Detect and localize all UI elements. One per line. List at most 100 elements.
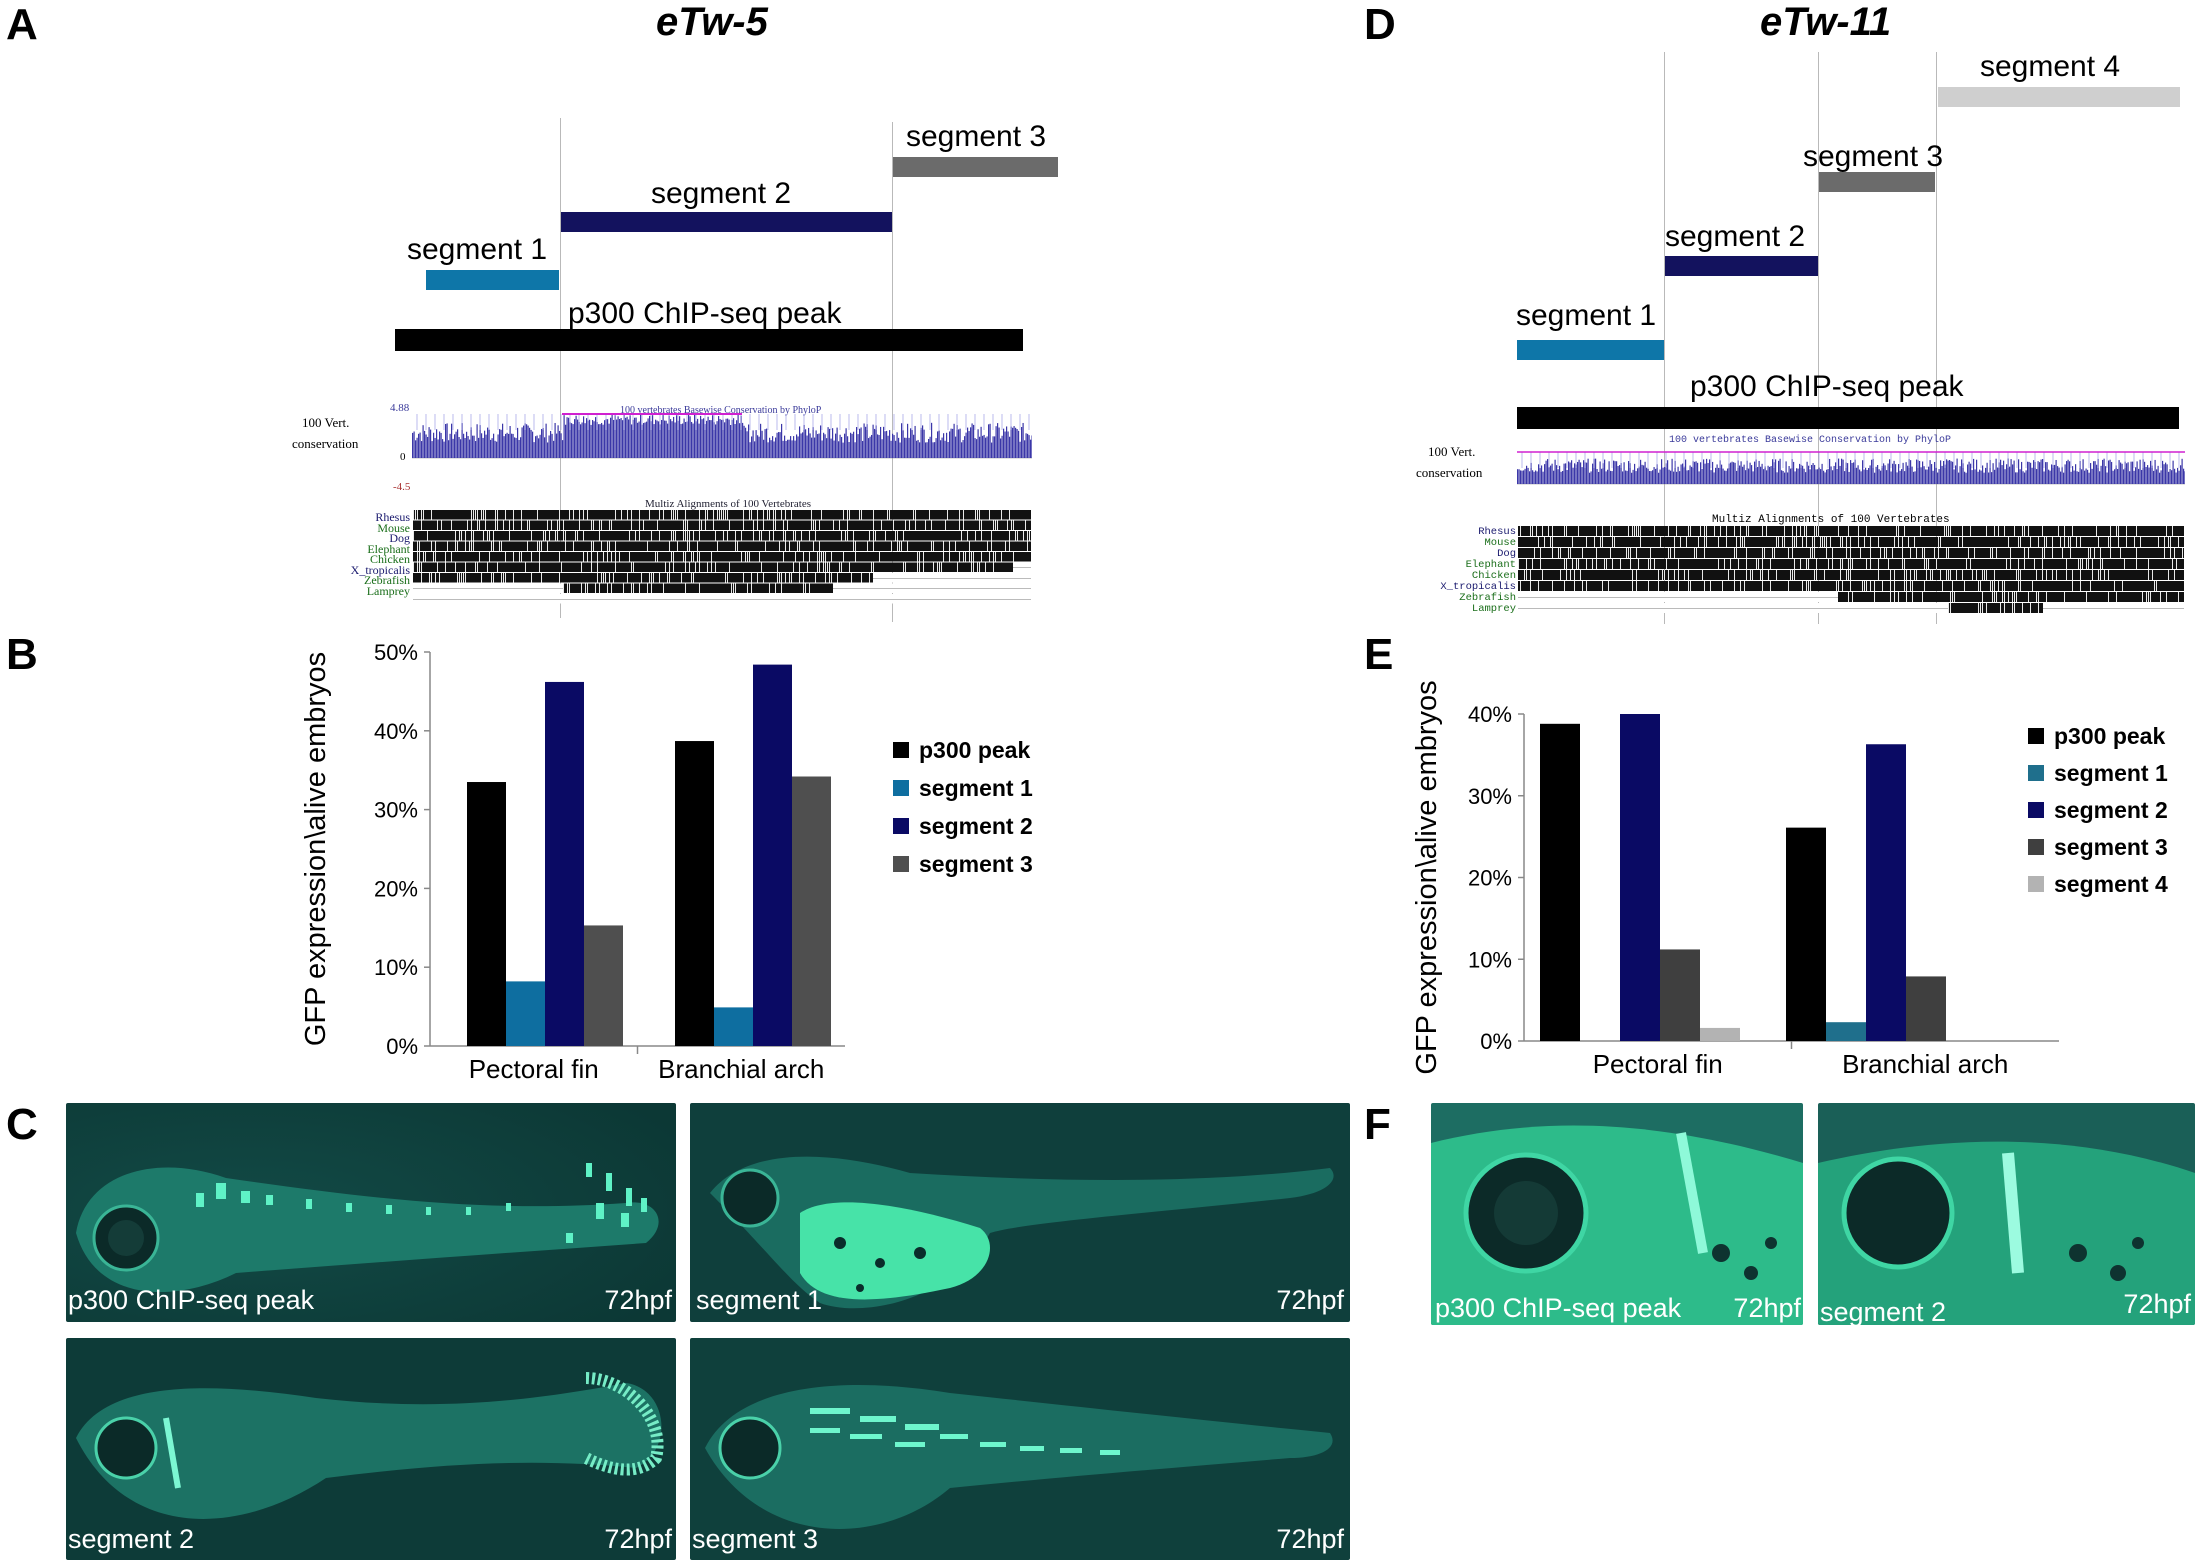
x-tick-label: Pectoral fin [469, 1054, 599, 1084]
y-tick-label: 40% [1468, 702, 1512, 727]
species-label: Zebrafish [364, 573, 410, 587]
bar-p300-peak-0 [467, 782, 506, 1046]
legend-label: segment 2 [2054, 797, 2168, 823]
multiz-alignment [413, 510, 1031, 604]
panel-letter-a: A [6, 0, 38, 49]
legend-label: segment 1 [2054, 760, 2168, 786]
legend-swatch [893, 856, 909, 872]
segment-4-bar [1938, 87, 2180, 107]
bar-segment-3-0 [1660, 949, 1700, 1041]
image-stage: 72hpf [1733, 1293, 1801, 1323]
x-tick-label: Pectoral fin [1593, 1049, 1723, 1079]
bar-segment-2-0 [545, 681, 584, 1046]
bar-segment-1-1 [714, 1007, 753, 1046]
embryo-image: segment 3 72hpf [690, 1338, 1350, 1560]
embryo-image: segment 2 72hpf [1818, 1103, 2195, 1325]
legend-label: segment 2 [919, 813, 1033, 839]
legend-swatch [2028, 728, 2044, 744]
legend-swatch [893, 818, 909, 834]
bar-segment-1-0 [506, 981, 545, 1046]
bar-p300-peak-1 [675, 741, 714, 1046]
segment-3-label: segment 3 [1803, 140, 1944, 173]
y-tick-label: 20% [1468, 866, 1512, 891]
embryo-fluorescence [66, 1103, 676, 1322]
track-label: 100 Vert. [1428, 444, 1476, 459]
y-tick-label: 10% [1468, 947, 1512, 972]
multiz-alignment [1518, 526, 2184, 613]
legend-label: segment 4 [2054, 871, 2168, 897]
boundary-line [1818, 52, 1819, 624]
peak-bar [395, 329, 1023, 351]
image-stage: 72hpf [1276, 1285, 1344, 1315]
legend-label: p300 peak [2054, 723, 2165, 749]
image-stage: 72hpf [604, 1285, 672, 1315]
left-title: eTw-5 [656, 0, 768, 44]
panel-letter-e: E [1364, 630, 1394, 679]
y-tick-label: 30% [374, 798, 418, 823]
embryo-fluorescence [66, 1338, 676, 1560]
peak-label: p300 ChIP-seq peak [568, 297, 842, 330]
species-label: Rhesus [1478, 526, 1516, 538]
bar-segment-1-1 [1826, 1022, 1866, 1041]
x-tick-label: Branchial arch [658, 1054, 824, 1084]
bar-chart-b: 0% 10% 20% 30% 40% 50% Pectoral fin Branchial a… [300, 640, 1033, 1084]
species-label: Mouse [377, 520, 410, 535]
segment-2-bar [561, 212, 892, 232]
multiz-title: Multiz Alignments of 100 Vertebrates [645, 498, 811, 510]
image-label: p300 ChIP-seq peak [68, 1285, 315, 1315]
image-stage: 72hpf [2123, 1289, 2191, 1319]
embryo-image: segment 1 72hpf [690, 1103, 1350, 1322]
bar-segment-3-1 [792, 776, 831, 1046]
y-axis-label: GFP expression\alive embryos [300, 652, 332, 1046]
scale-zero: 0 [400, 451, 406, 463]
scale-top: 4.88 [390, 402, 410, 414]
bar-p300-peak-0 [1540, 723, 1580, 1041]
bar-segment-2-0 [1620, 714, 1660, 1041]
x-tick-label: Branchial arch [1842, 1049, 2008, 1079]
y-tick-label: 0% [1480, 1029, 1512, 1054]
embryo-image: p300 ChIP-seq peak 72hpf [66, 1103, 676, 1322]
image-label: segment 2 [68, 1524, 195, 1554]
image-label: p300 ChIP-seq peak [1435, 1293, 1682, 1323]
embryo-fluorescence [1818, 1103, 2195, 1325]
embryo-image: p300 ChIP-seq peak 72hpf [1431, 1103, 1803, 1325]
species-label: Chicken [1471, 570, 1516, 582]
bar-segment-2-1 [1866, 744, 1906, 1041]
panel-letter-f: F [1364, 1100, 1391, 1149]
y-tick-label: 20% [374, 876, 418, 901]
track-label: conservation [292, 436, 359, 451]
species-label: X_tropicalis [350, 562, 410, 577]
panel-letter-b: B [6, 630, 38, 679]
image-stage: 72hpf [1276, 1524, 1344, 1554]
segment-1-label: segment 1 [407, 233, 548, 266]
legend-swatch [2028, 765, 2044, 781]
species-label: Lamprey [366, 583, 410, 598]
track-label: 100 Vert. [302, 415, 350, 430]
segment-3-bar [893, 157, 1058, 177]
bar-segment-4-0 [1700, 1027, 1740, 1041]
y-tick-label: 50% [374, 640, 418, 665]
peak-bar [1517, 407, 2179, 429]
boundary-line [1936, 52, 1937, 624]
species-label: Rhesus [375, 510, 410, 524]
segment-1-bar [426, 270, 559, 290]
conservation-track [412, 413, 1032, 459]
bar-segment-3-0 [584, 925, 623, 1046]
y-tick-label: 0% [386, 1034, 418, 1059]
boundary-line [892, 122, 893, 622]
boundary-line [1664, 52, 1665, 624]
panel-letter-c: C [6, 1100, 38, 1149]
legend-swatch [2028, 876, 2044, 892]
bar-p300-peak-1 [1786, 827, 1826, 1041]
legend-swatch [893, 742, 909, 758]
legend-swatch [893, 780, 909, 796]
scale-bottom: -4.5 [393, 481, 411, 493]
species-label: Dog [1497, 548, 1516, 560]
boundary-line [560, 118, 561, 618]
embryo-fluorescence [690, 1338, 1350, 1560]
species-label: Chicken [370, 552, 410, 566]
species-label: X_tropicalis [1440, 581, 1516, 593]
track-label: conservation [1416, 465, 1483, 480]
species-list: Rhesus Mouse Dog Elephant Chicken X_tropicali… [1400, 527, 1516, 615]
image-stage: 72hpf [604, 1524, 672, 1554]
